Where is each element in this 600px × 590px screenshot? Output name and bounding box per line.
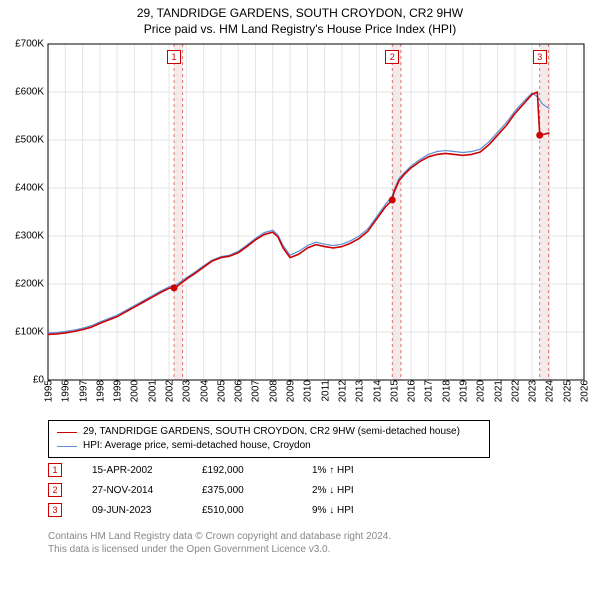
- x-axis-tick-label: 2025: [560, 380, 573, 402]
- x-axis-tick-label: 2020: [474, 380, 487, 402]
- x-axis-tick-label: 1999: [111, 380, 124, 402]
- x-axis-tick-label: 2021: [491, 380, 504, 402]
- x-axis-tick-label: 2014: [370, 380, 383, 402]
- x-axis-tick-label: 2024: [543, 380, 556, 402]
- x-axis-tick-label: 2011: [318, 380, 331, 402]
- x-axis-tick-label: 1998: [93, 380, 106, 402]
- series-price_paid: [48, 92, 549, 334]
- x-axis-tick-label: 2004: [197, 380, 210, 402]
- x-axis-tick-label: 2017: [422, 380, 435, 402]
- x-axis-tick-label: 2003: [180, 380, 193, 402]
- legend-item: HPI: Average price, semi-detached house,…: [57, 439, 481, 453]
- x-axis-tick-label: 2009: [284, 380, 297, 402]
- x-axis-tick-label: 1997: [76, 380, 89, 402]
- y-axis-tick-label: £200K: [15, 279, 48, 290]
- transaction-hpi-delta: 2% ↓ HPI: [312, 485, 354, 496]
- transaction-price: £375,000: [202, 485, 312, 496]
- x-axis-tick-label: 2008: [266, 380, 279, 402]
- x-axis-tick-label: 1996: [59, 380, 72, 402]
- x-axis-tick-label: 2010: [301, 380, 314, 402]
- x-axis-tick-label: 2018: [439, 380, 452, 402]
- transaction-marker: 3: [48, 503, 62, 517]
- x-axis-tick-label: 2023: [526, 380, 539, 402]
- x-axis-tick-label: 2006: [232, 380, 245, 402]
- transaction-row: 1 15-APR-2002£192,0001% ↑ HPI: [48, 460, 354, 480]
- x-axis-tick-label: 2022: [508, 380, 521, 402]
- sale-marker-box: 3: [533, 50, 547, 64]
- attribution-footer: Contains HM Land Registry data © Crown c…: [48, 530, 391, 556]
- transaction-date: 27-NOV-2014: [92, 485, 202, 496]
- y-axis-tick-label: £300K: [15, 231, 48, 242]
- transactions-table: 1 15-APR-2002£192,0001% ↑ HPI 2 27-NOV-2014…: [48, 460, 354, 520]
- x-axis-tick-label: 2007: [249, 380, 262, 402]
- x-axis-tick-label: 2015: [387, 380, 400, 402]
- transaction-row: 2 27-NOV-2014£375,0002% ↓ HPI: [48, 480, 354, 500]
- sale-marker-box: 2: [385, 50, 399, 64]
- chart-legend: 29, TANDRIDGE GARDENS, SOUTH CROYDON, CR…: [48, 420, 490, 458]
- price-chart: £0£100K£200K£300K£400K£500K£600K£700K199…: [48, 44, 584, 380]
- chart-subtitle: Price paid vs. HM Land Registry's House …: [0, 22, 600, 36]
- y-axis-tick-label: £500K: [15, 135, 48, 146]
- sale-point-marker: [389, 197, 396, 204]
- transaction-price: £510,000: [202, 505, 312, 516]
- x-axis-tick-label: 2016: [405, 380, 418, 402]
- x-axis-tick-label: 2000: [128, 380, 141, 402]
- transaction-date: 15-APR-2002: [92, 465, 202, 476]
- transaction-marker: 1: [48, 463, 62, 477]
- x-axis-tick-label: 2019: [456, 380, 469, 402]
- transaction-date: 09-JUN-2023: [92, 505, 202, 516]
- x-axis-tick-label: 2026: [578, 380, 591, 402]
- footer-line: Contains HM Land Registry data © Crown c…: [48, 530, 391, 543]
- sale-marker-box: 1: [167, 50, 181, 64]
- transaction-hpi-delta: 9% ↓ HPI: [312, 505, 354, 516]
- sale-point-marker: [171, 284, 178, 291]
- y-axis-tick-label: £700K: [15, 39, 48, 50]
- x-axis-tick-label: 1995: [42, 380, 55, 402]
- footer-line: This data is licensed under the Open Gov…: [48, 543, 391, 556]
- transaction-row: 3 09-JUN-2023£510,0009% ↓ HPI: [48, 500, 354, 520]
- legend-swatch: [57, 446, 77, 447]
- x-axis-tick-label: 2005: [214, 380, 227, 402]
- y-axis-tick-label: £600K: [15, 87, 48, 98]
- x-axis-tick-label: 2012: [335, 380, 348, 402]
- series-hpi: [48, 93, 549, 333]
- legend-label: HPI: Average price, semi-detached house,…: [83, 439, 311, 453]
- x-axis-tick-label: 2002: [163, 380, 176, 402]
- y-axis-tick-label: £400K: [15, 183, 48, 194]
- x-axis-tick-label: 2013: [353, 380, 366, 402]
- legend-item: 29, TANDRIDGE GARDENS, SOUTH CROYDON, CR…: [57, 425, 481, 439]
- chart-title: 29, TANDRIDGE GARDENS, SOUTH CROYDON, CR…: [0, 6, 600, 20]
- transaction-hpi-delta: 1% ↑ HPI: [312, 465, 354, 476]
- legend-swatch: [57, 432, 77, 433]
- y-axis-tick-label: £100K: [15, 327, 48, 338]
- legend-label: 29, TANDRIDGE GARDENS, SOUTH CROYDON, CR…: [83, 425, 460, 439]
- sale-point-marker: [536, 132, 543, 139]
- transaction-marker: 2: [48, 483, 62, 497]
- transaction-price: £192,000: [202, 465, 312, 476]
- x-axis-tick-label: 2001: [145, 380, 158, 402]
